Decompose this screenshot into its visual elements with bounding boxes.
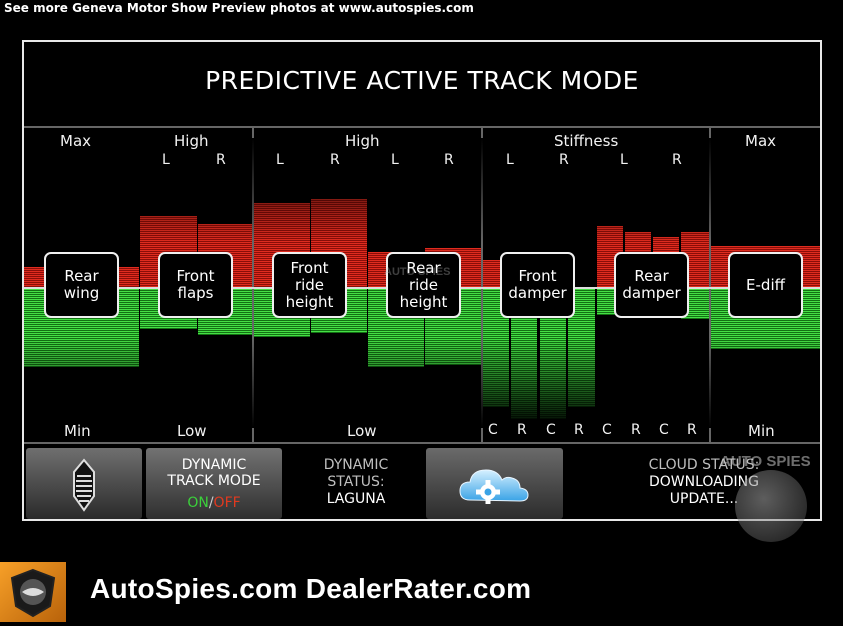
cr-label: R	[687, 422, 697, 438]
cloud-status-value-2: UPDATE...	[669, 491, 739, 507]
e-diff-min-label: Min	[748, 422, 775, 440]
dtm-line1: DYNAMIC	[181, 457, 247, 473]
dtm-off-label: OFF	[213, 495, 241, 511]
cloud-gear-icon	[459, 469, 529, 504]
cr-label: C	[546, 422, 556, 438]
e-diff-button[interactable]: E-diff	[728, 252, 803, 318]
lr-label: R	[330, 152, 340, 168]
page-title: PREDICTIVE ACTIVE TRACK MODE	[205, 66, 639, 95]
rear-wing-min-label: Min	[64, 422, 91, 440]
cr-label: C	[602, 422, 612, 438]
rear-ride-height-button[interactable]: Rear ride height	[386, 252, 461, 318]
cr-label: R	[517, 422, 527, 438]
page-caption: See more Geneva Motor Show Preview photo…	[4, 1, 474, 15]
footer-divider	[24, 442, 820, 444]
footer-banner: AutoSpies.com DealerRater.com	[0, 562, 843, 622]
lr-label: L	[506, 152, 514, 168]
front-flaps-low-label: Low	[177, 422, 207, 440]
cloud-settings-button[interactable]	[426, 448, 563, 519]
cr-label: R	[631, 422, 641, 438]
cloud-status-label: CLOUD STATUS:	[648, 457, 760, 473]
dtm-line2: TRACK MODE	[167, 473, 261, 489]
front-flaps-button[interactable]: Front flaps	[158, 252, 233, 318]
dynamic-status-value: LAGUNA	[326, 491, 386, 507]
ride-height-low-label: Low	[347, 422, 377, 440]
dynamic-status: DYNAMIC STATUS: LAGUNA	[294, 457, 418, 508]
rear-damper-button[interactable]: Rear damper	[614, 252, 689, 318]
front-flaps-high-label: High	[174, 132, 209, 150]
dynamic-track-mode-button[interactable]: DYNAMIC TRACK MODE ON/OFF	[146, 448, 282, 519]
cloud-status: CLOUD STATUS: DOWNLOADING UPDATE...	[599, 457, 809, 508]
cr-label: C	[488, 422, 498, 438]
stiffness-label: Stiffness	[554, 132, 619, 150]
watermark-text: AUTO SPIES	[720, 453, 811, 470]
home-button[interactable]	[26, 448, 142, 519]
front-damper-button[interactable]: Front damper	[500, 252, 575, 318]
cr-label: R	[574, 422, 584, 438]
lr-label: R	[444, 152, 454, 168]
dynamic-status-label-2: STATUS:	[327, 474, 385, 490]
header-divider	[24, 126, 820, 128]
cr-label: C	[659, 422, 669, 438]
lr-label: L	[391, 152, 399, 168]
rear-wing-button[interactable]: Rear wing	[44, 252, 119, 318]
lr-label: L	[162, 152, 170, 168]
lr-label: R	[672, 152, 682, 168]
track-mode-panel: PREDICTIVE ACTIVE TRACK MODE Max High Hi…	[22, 40, 822, 521]
lr-label: L	[620, 152, 628, 168]
front-ride-height-button[interactable]: Front ride height	[272, 252, 347, 318]
lr-label: L	[276, 152, 284, 168]
watermark-center: AUTO SPIES	[384, 266, 451, 278]
dtm-slash: /	[208, 495, 214, 511]
shield-logo-icon	[73, 458, 95, 512]
ride-height-high-label: High	[345, 132, 380, 150]
cloud-status-value: DOWNLOADING	[649, 474, 759, 490]
autospies-logo-icon	[0, 562, 66, 622]
status-bar: DYNAMIC TRACK MODE ON/OFF DYNAMIC STATUS…	[24, 445, 820, 519]
e-diff-max-label: Max	[745, 132, 777, 150]
dtm-on-label: ON	[187, 495, 209, 511]
rear-wing-max-label: Max	[60, 132, 92, 150]
watermark-globe-icon	[735, 470, 807, 542]
footer-sites-text: AutoSpies.com DealerRater.com	[90, 573, 532, 604]
lr-label: R	[559, 152, 569, 168]
lr-label: R	[216, 152, 226, 168]
dynamic-status-label: DYNAMIC	[323, 457, 389, 473]
